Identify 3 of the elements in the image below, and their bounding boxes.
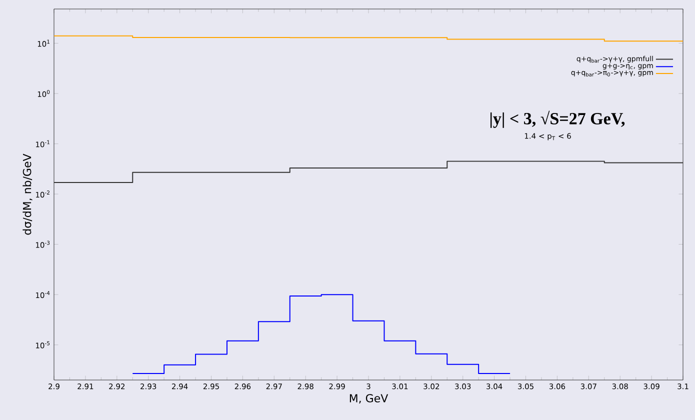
y-axis-title: dσ/dM, nb/GeV [22, 154, 32, 235]
annotation: |y| < 3, √S=27 GeV, [490, 110, 625, 128]
x-axis-title: M, GeV [350, 394, 388, 404]
